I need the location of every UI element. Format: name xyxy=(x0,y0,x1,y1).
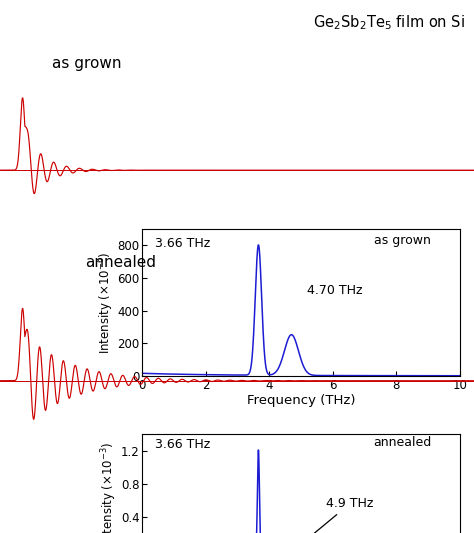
Text: annealed: annealed xyxy=(374,436,432,449)
Text: 3.66 THz: 3.66 THz xyxy=(155,439,210,451)
Text: Ge$_2$Sb$_2$Te$_5$ film on Si: Ge$_2$Sb$_2$Te$_5$ film on Si xyxy=(312,13,465,32)
Text: as grown: as grown xyxy=(374,234,431,247)
X-axis label: Frequency (THz): Frequency (THz) xyxy=(247,394,355,407)
Y-axis label: Intensity (×10$^{-3}$): Intensity (×10$^{-3}$) xyxy=(100,442,119,533)
Text: 4.70 THz: 4.70 THz xyxy=(307,284,363,297)
Y-axis label: Intensity (×10$^{-6}$): Intensity (×10$^{-6}$) xyxy=(96,251,116,354)
Text: 4.9 THz: 4.9 THz xyxy=(301,497,374,533)
Text: as grown: as grown xyxy=(52,56,122,71)
Text: 3.66 THz: 3.66 THz xyxy=(155,237,210,250)
Text: annealed: annealed xyxy=(85,255,156,270)
